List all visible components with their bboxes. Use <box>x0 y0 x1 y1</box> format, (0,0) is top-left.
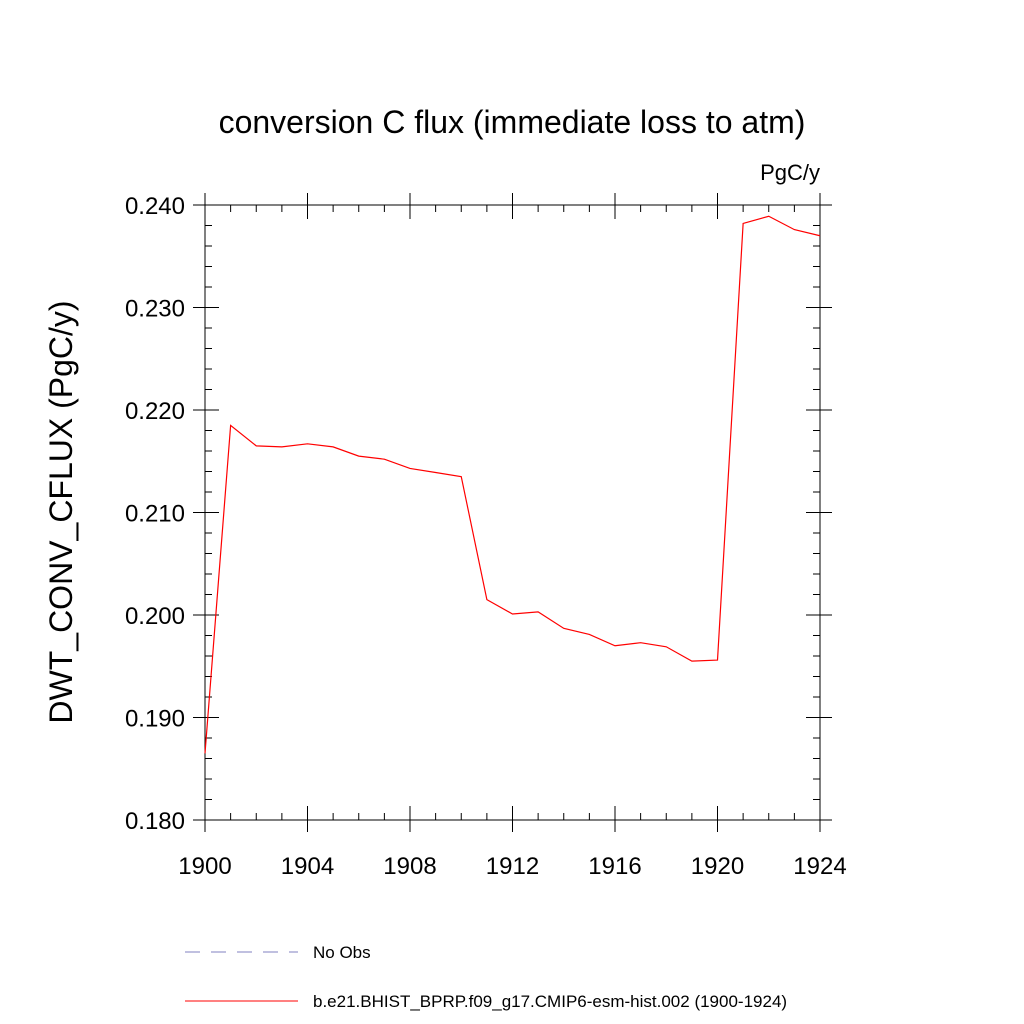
x-tick-label: 1900 <box>178 853 231 880</box>
x-tick-label: 1904 <box>281 853 334 880</box>
x-tick-label: 1920 <box>691 853 744 880</box>
x-tick-label: 1908 <box>383 853 436 880</box>
x-tick-label: 1924 <box>793 853 846 880</box>
series-line <box>204 215 821 754</box>
legend-label: b.e21.BHIST_BPRP.f09_g17.CMIP6-esm-hist.… <box>313 992 787 1011</box>
y-tick-label: 0.190 <box>125 706 185 733</box>
y-tick-label: 0.240 <box>125 193 185 220</box>
legend: No Obs b.e21.BHIST_BPRP.f09_g17.CMIP6-esm… <box>185 943 787 1011</box>
series-group <box>204 215 821 754</box>
y-tick-label: 0.220 <box>125 398 185 425</box>
x-tick-label: 1912 <box>486 853 539 880</box>
y-tick-label: 0.230 <box>125 296 185 323</box>
plot-frame <box>204 204 821 821</box>
y-tick-label: 0.210 <box>125 501 185 528</box>
legend-label: No Obs <box>313 943 371 962</box>
y-tick-label: 0.180 <box>125 808 185 835</box>
x-tick-label: 1916 <box>588 853 641 880</box>
units-label: PgC/y <box>760 160 820 185</box>
y-axis-label: DWT_CONV_CFLUX (PgC/y) <box>43 300 79 723</box>
chart-title: conversion C flux (immediate loss to atm… <box>219 104 806 140</box>
axis-ticks <box>193 193 832 832</box>
tick-labels: 1900 1904 1908 1912 1916 1920 1924 0.180 0.190 0.… <box>125 193 847 880</box>
y-tick-label: 0.200 <box>125 603 185 630</box>
